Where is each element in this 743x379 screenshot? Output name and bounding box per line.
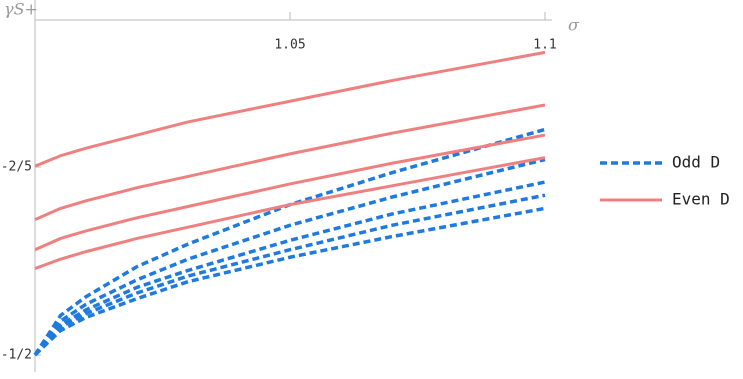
x-axis-label: σ <box>568 16 580 35</box>
legend-label: Odd D <box>672 153 720 172</box>
x-tick-label: 1.05 <box>274 38 305 53</box>
curve <box>33 157 546 357</box>
curve <box>34 156 546 270</box>
curve <box>34 103 546 222</box>
curve <box>34 50 546 168</box>
legend-label: Even D <box>672 190 730 209</box>
curve <box>33 127 546 356</box>
x-tick-label: 1.1 <box>533 38 556 53</box>
curve <box>33 180 546 357</box>
curve <box>34 133 546 252</box>
y-tick-label: -1/2 <box>1 348 32 363</box>
y-tick-label: -2/5 <box>1 160 32 175</box>
y-axis-label: γS+ <box>4 0 38 19</box>
curve <box>33 193 546 357</box>
curve <box>33 206 546 357</box>
